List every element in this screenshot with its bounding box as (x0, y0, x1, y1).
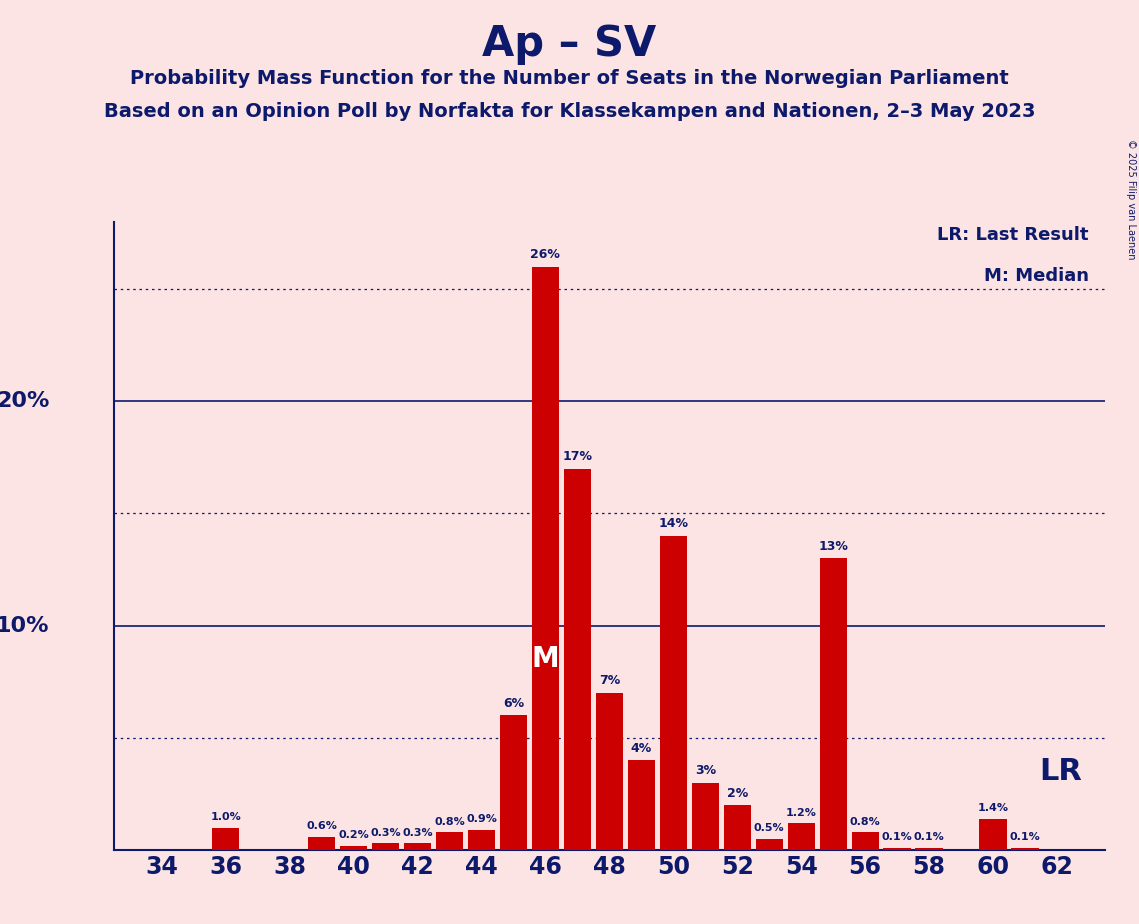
Bar (884, 848, 911, 850)
Bar (212, 828, 239, 850)
Text: 4%: 4% (631, 742, 652, 755)
Bar (564, 468, 591, 850)
Bar (1011, 848, 1039, 850)
Bar (691, 783, 719, 850)
Text: 0.9%: 0.9% (466, 814, 497, 824)
Text: 10%: 10% (0, 615, 49, 636)
Bar (468, 830, 495, 850)
Bar (308, 836, 335, 850)
Bar (659, 536, 687, 850)
Text: 0.6%: 0.6% (306, 821, 337, 831)
Text: Based on an Opinion Poll by Norfakta for Klassekampen and Nationen, 2–3 May 2023: Based on an Opinion Poll by Norfakta for… (104, 102, 1035, 121)
Bar (500, 715, 527, 850)
Text: 0.1%: 0.1% (1009, 833, 1040, 843)
Text: 0.1%: 0.1% (913, 833, 944, 843)
Bar (404, 844, 432, 850)
Bar (532, 267, 559, 850)
Text: 20%: 20% (0, 391, 49, 411)
Bar (852, 833, 878, 850)
Text: 0.3%: 0.3% (370, 828, 401, 838)
Bar (436, 833, 464, 850)
Text: M: Median: M: Median (984, 267, 1089, 285)
Text: 1.0%: 1.0% (211, 812, 241, 822)
Bar (980, 819, 1007, 850)
Text: 0.3%: 0.3% (402, 828, 433, 838)
Bar (628, 760, 655, 850)
Text: 26%: 26% (531, 248, 560, 261)
Bar (820, 558, 846, 850)
Text: 0.8%: 0.8% (850, 817, 880, 826)
Text: 0.5%: 0.5% (754, 823, 785, 833)
Text: 0.2%: 0.2% (338, 830, 369, 840)
Text: © 2025 Filip van Laenen: © 2025 Filip van Laenen (1126, 139, 1136, 259)
Text: 0.1%: 0.1% (882, 833, 912, 843)
Text: 1.2%: 1.2% (786, 808, 817, 818)
Text: 14%: 14% (658, 517, 688, 530)
Bar (341, 845, 367, 850)
Text: 7%: 7% (599, 675, 620, 687)
Text: 1.4%: 1.4% (977, 803, 1008, 813)
Text: 6%: 6% (503, 697, 524, 710)
Text: LR: LR (1040, 757, 1082, 786)
Text: M: M (532, 645, 559, 674)
Bar (787, 823, 814, 850)
Text: Ap – SV: Ap – SV (483, 23, 656, 65)
Bar (596, 693, 623, 850)
Bar (916, 848, 943, 850)
Bar (372, 844, 399, 850)
Bar (723, 805, 751, 850)
Text: 2%: 2% (727, 786, 748, 799)
Text: Probability Mass Function for the Number of Seats in the Norwegian Parliament: Probability Mass Function for the Number… (130, 69, 1009, 89)
Text: 17%: 17% (563, 450, 592, 463)
Text: 3%: 3% (695, 764, 715, 777)
Bar (755, 839, 782, 850)
Text: LR: Last Result: LR: Last Result (937, 226, 1089, 244)
Text: 0.8%: 0.8% (434, 817, 465, 826)
Text: 13%: 13% (818, 540, 849, 553)
